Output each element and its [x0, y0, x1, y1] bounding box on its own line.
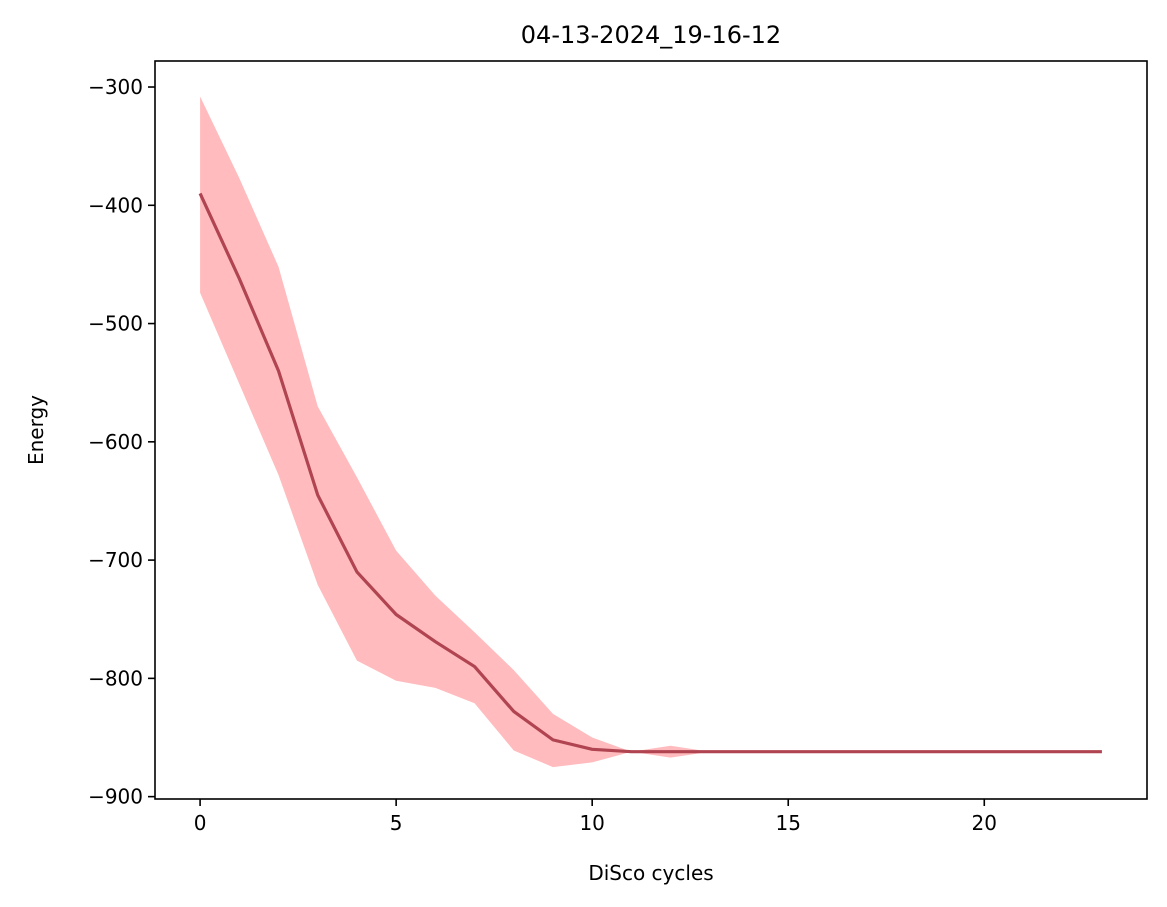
y-tick-label: −900: [88, 785, 143, 809]
y-tick-label: −400: [88, 193, 143, 217]
x-tick-label: 10: [579, 811, 604, 835]
chart-title: 04-13-2024_19-16-12: [521, 21, 781, 49]
series-line: [198, 192, 1102, 754]
confidence-band-layer: [200, 96, 1102, 768]
x-tick-label: 5: [390, 811, 403, 835]
x-tick-label: 0: [194, 811, 207, 835]
x-tick-label: 15: [776, 811, 801, 835]
plot-frame: [154, 60, 1148, 800]
y-tick-label: −800: [88, 666, 143, 690]
x-axis: 0 5 10 15 20: [194, 799, 997, 835]
y-axis: −300 −400 −500 −600 −700 −800 −900: [88, 75, 155, 809]
x-tick-label: 20: [972, 811, 997, 835]
confidence-band: [200, 96, 1102, 768]
series-line-layer: [198, 192, 1102, 754]
y-tick-label: −500: [88, 312, 143, 336]
y-tick-label: −700: [88, 548, 143, 572]
y-tick-label: −300: [88, 75, 143, 99]
x-axis-label: DiSco cycles: [588, 861, 713, 885]
y-axis-label: Energy: [24, 395, 48, 465]
y-tick-label: −600: [88, 430, 143, 454]
